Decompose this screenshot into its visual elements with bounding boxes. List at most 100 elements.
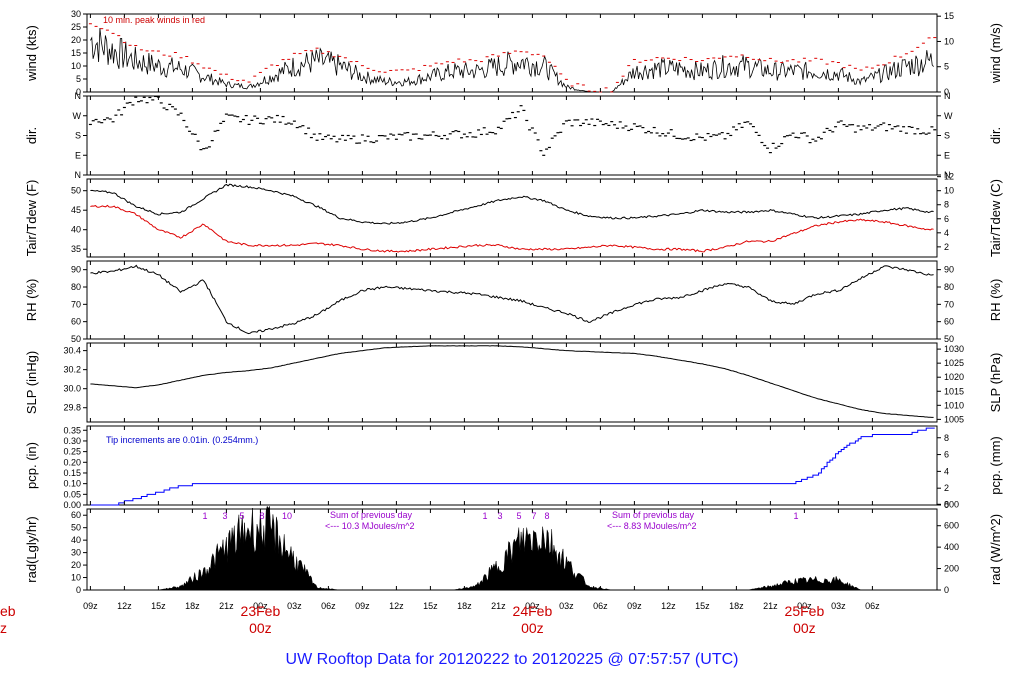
y-axis-label: pcp. (in) [24,442,39,489]
y-tick-label: 0.25 [63,447,81,457]
uv-index-label: 8 [544,511,549,521]
y-tick-label: 30 [71,9,81,19]
y-tick-label: 40 [71,535,81,545]
panel-frame [86,425,938,506]
y-tick-label: 0.35 [63,425,81,435]
uv-index-label: 5 [239,511,244,521]
uv-index-label: 1 [482,511,487,521]
y-axis-label: SLP (inHg) [24,351,39,414]
x-tick-label: 00z [797,601,812,611]
y-tick-label: 0.30 [63,436,81,446]
y-tick-label-right: 50 [944,334,954,344]
uv-index-label: 3 [222,511,227,521]
date-time-label: 00z [521,620,544,636]
series-line-rh [90,264,934,335]
y-tick-label-right: 1020 [944,372,964,382]
y-tick-label-right: 0 [944,87,949,97]
y-tick-label-right: 12 [944,172,954,182]
y-tick-label: 50 [71,334,81,344]
y-tick-label-right: 1030 [944,344,964,354]
y-tick-label-right: 800 [944,499,959,509]
y-tick-label: 30.0 [63,384,81,394]
annotation-rad-sum-label-2: Sum of previous day [612,510,695,520]
y-tick-label-right: E [944,150,950,160]
x-tick-label: 00z [253,601,268,611]
y-tick-label-right: 2 [944,483,949,493]
series-line-pcp [90,427,935,506]
date-label: 23Feb [241,603,281,619]
y-tick-label: 29.8 [63,403,81,413]
y-tick-label-right: 6 [944,214,949,224]
y-tick-label-right: 70 [944,299,954,309]
y-tick-label: E [75,150,81,160]
x-tick-label: 15z [423,601,438,611]
y-tick-label-right: 4 [944,228,949,238]
y-tick-label: W [73,111,82,121]
y-tick-label-right: 80 [944,282,954,292]
y-axis-label-right: pcp. (mm) [988,436,1003,495]
series-line-wind [90,28,934,93]
uv-index-label: 5 [516,511,521,521]
y-tick-label-right: 8 [944,200,949,210]
date-time-label: 00z [249,620,272,636]
date-time-label-partial: z [0,620,7,636]
x-tick-label: 15z [151,601,166,611]
y-tick-label: 80 [71,282,81,292]
y-tick-label: N [75,170,82,180]
y-tick-label: 15 [71,48,81,58]
x-tick-label: 18z [457,601,472,611]
y-tick-label: 60 [71,510,81,520]
annotation-wind: 10 min. peak winds in red [103,15,205,25]
x-tick-label: 12z [389,601,404,611]
uv-index-label: 1 [202,511,207,521]
y-tick-label: N [75,91,82,101]
y-tick-label-right: W [944,111,953,121]
y-tick-label-right: 1005 [944,414,964,424]
y-tick-label: 30 [71,548,81,558]
panel-frame [86,178,938,258]
y-axis-label: dir. [24,127,39,144]
x-tick-label: 21z [763,601,778,611]
date-label: 25Feb [785,603,825,619]
y-tick-label-right: 8 [944,433,949,443]
panel-frame [86,13,938,93]
y-tick-label: 0.00 [63,500,81,510]
y-tick-label-right: 1010 [944,400,964,410]
x-tick-label: 18z [185,601,200,611]
y-tick-label: 0.15 [63,468,81,478]
y-tick-label-right: S [944,131,950,141]
y-tick-label: 45 [71,205,81,215]
y-tick-label-right: 10 [944,36,954,46]
x-tick-label: 06z [865,601,880,611]
x-tick-label: 15z [695,601,710,611]
y-tick-label: 20 [71,35,81,45]
y-tick-label: 70 [71,299,81,309]
x-tick-label: 03z [831,601,846,611]
y-tick-label: 20 [71,560,81,570]
y-tick-label-right: 0 [944,500,949,510]
uv-index-label: 7 [531,511,536,521]
y-tick-label: 0.20 [63,457,81,467]
y-tick-label: 5 [76,74,81,84]
y-tick-label-right: N [944,91,951,101]
y-tick-label: 0.05 [63,489,81,499]
y-tick-label-right: 15 [944,11,954,21]
x-tick-label: 03z [287,601,302,611]
y-tick-label-right: 60 [944,317,954,327]
y-axis-label: wind (kts) [24,25,39,82]
series-line-tdew [90,204,934,253]
panel-frame [86,260,938,340]
y-axis-label: Tair/Tdew (F) [24,180,39,257]
uv-index-label: 1 [793,511,798,521]
series-line-tair [90,183,934,225]
x-tick-label: 09z [355,601,370,611]
series-area-rad [90,505,935,591]
y-tick-label: 30.4 [63,346,81,356]
y-tick-label: 0.10 [63,479,81,489]
series-line-slp [90,345,934,418]
uv-index-label: 3 [497,511,502,521]
x-tick-label: 03z [559,601,574,611]
y-tick-label: 10 [71,61,81,71]
y-axis-label-right: wind (m/s) [988,23,1003,84]
